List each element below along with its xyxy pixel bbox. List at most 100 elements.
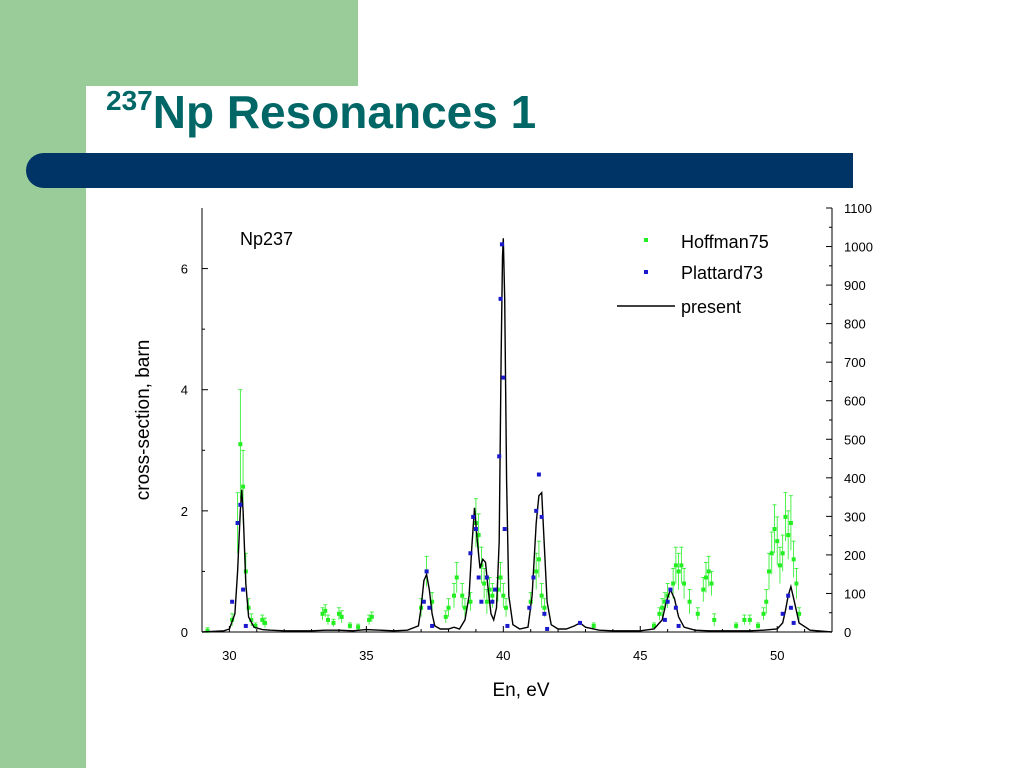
hoffman75-point: [788, 520, 793, 525]
hoffman75-point: [482, 581, 487, 586]
y-tick-label: 4: [181, 383, 188, 398]
hoffman75-point: [246, 605, 251, 610]
hoffman75-point: [356, 625, 361, 630]
green-left-band: [0, 0, 86, 768]
y-axis-label: cross-section, barn: [133, 340, 154, 501]
y2-tick-label: 700: [844, 355, 866, 370]
plattard73-point: [238, 502, 243, 507]
plattard73-point: [471, 514, 476, 519]
hoffman75-point: [794, 581, 799, 586]
plattard73-point: [676, 623, 681, 628]
hoffman75-point: [468, 599, 473, 604]
plattard73-point: [531, 575, 536, 580]
hoffman75-point: [687, 599, 692, 604]
y-tick-label: 6: [181, 262, 188, 277]
hoffman75-point: [501, 593, 506, 598]
plattard73-point: [468, 551, 473, 556]
plattard73-point: [484, 575, 489, 580]
legend-marker-plattard73: [644, 270, 648, 274]
plattard73-point: [788, 605, 793, 610]
plattard73-point: [235, 520, 240, 525]
hoffman75-point: [205, 628, 210, 633]
hoffman75-point: [238, 442, 243, 447]
y-tick-label: 0: [181, 625, 188, 640]
hoffman75-point: [657, 611, 662, 616]
slide-title: 237Np Resonances 1: [106, 86, 536, 139]
y2-tick-label: 600: [844, 394, 866, 409]
hoffman75-point: [452, 593, 456, 598]
plattard73-point: [473, 527, 478, 532]
plattard73-point: [490, 599, 495, 604]
hoffman75-point: [443, 614, 448, 619]
plattard73-point: [662, 617, 667, 622]
hoffman75-point: [591, 623, 596, 628]
hoffman75-point: [701, 587, 706, 592]
hoffman75-point: [704, 575, 708, 580]
hoffman75-point: [764, 599, 769, 604]
title-text: Np Resonances 1: [152, 86, 537, 138]
plattard73-point: [534, 508, 539, 513]
y2-tick-label: 1000: [844, 240, 873, 255]
hoffman75-point: [777, 563, 782, 568]
hoffman75-point: [454, 575, 459, 580]
hoffman75-point: [536, 557, 541, 562]
plattard73-point: [421, 599, 426, 604]
hoffman75-point: [534, 569, 539, 574]
plattard73-point: [791, 620, 796, 625]
hoffman75-point: [673, 563, 678, 568]
y2-tick-label: 800: [844, 317, 866, 332]
plattard73-point: [539, 514, 544, 519]
x-axis-label: En, eV: [492, 680, 549, 701]
hoffman75-point: [772, 527, 777, 532]
present-line: [201, 238, 833, 633]
hoffman75-point: [367, 617, 372, 622]
plattard73-point: [527, 605, 532, 610]
plattard73-point: [501, 375, 506, 380]
x-tick-label: 30: [222, 648, 236, 663]
hoffman75-point: [484, 599, 489, 604]
hoffman75-point: [446, 605, 451, 610]
plattard73-point: [476, 575, 481, 580]
hoffman75-point: [490, 593, 495, 598]
hoffman75-point: [734, 623, 739, 628]
plattard73-point: [241, 587, 246, 592]
hoffman75-point: [679, 563, 684, 568]
plattard73-point: [502, 527, 507, 532]
plattard73-point: [542, 611, 547, 616]
hoffman75-point: [662, 599, 667, 604]
plattard73-point: [243, 623, 248, 628]
hoffman75-point: [320, 611, 325, 616]
hoffman75-point: [498, 575, 503, 580]
y2-tick-label: 1100: [844, 201, 872, 216]
hoffman75-point: [660, 605, 665, 610]
hoffman75-point: [542, 605, 547, 610]
y2-tick-label: 100: [844, 586, 866, 601]
legend-label-hoffman75: Hoffman75: [681, 232, 769, 252]
plattard73-point: [545, 626, 550, 631]
y2-tick-label: 500: [844, 432, 866, 447]
y2-tick-label: 300: [844, 509, 866, 524]
plattard73-point: [479, 599, 484, 604]
hoffman75-point: [487, 587, 492, 592]
hoffman75-point: [712, 617, 717, 622]
x-tick-label: 40: [496, 648, 510, 663]
hoffman75-point: [253, 623, 258, 628]
plattard73-point: [497, 454, 502, 459]
hoffman75-point: [786, 533, 791, 538]
plattard73-point: [493, 587, 498, 592]
hoffman75-point: [326, 617, 330, 622]
y2-tick-label: 0: [844, 625, 851, 640]
hoffman75-point: [769, 551, 774, 556]
plattard73-point: [668, 587, 673, 592]
x-tick-label: 50: [770, 648, 784, 663]
hoffman75-point: [462, 605, 467, 610]
hoffman75-point: [460, 593, 465, 598]
chart-annotation: Np237: [240, 229, 293, 249]
hoffman75-point: [369, 614, 374, 619]
plattard73-point: [673, 605, 678, 610]
hoffman75-point: [695, 611, 700, 616]
hoffman75-point: [263, 620, 267, 625]
hoffman75-point: [331, 620, 336, 625]
hoffman75-point: [797, 611, 802, 616]
